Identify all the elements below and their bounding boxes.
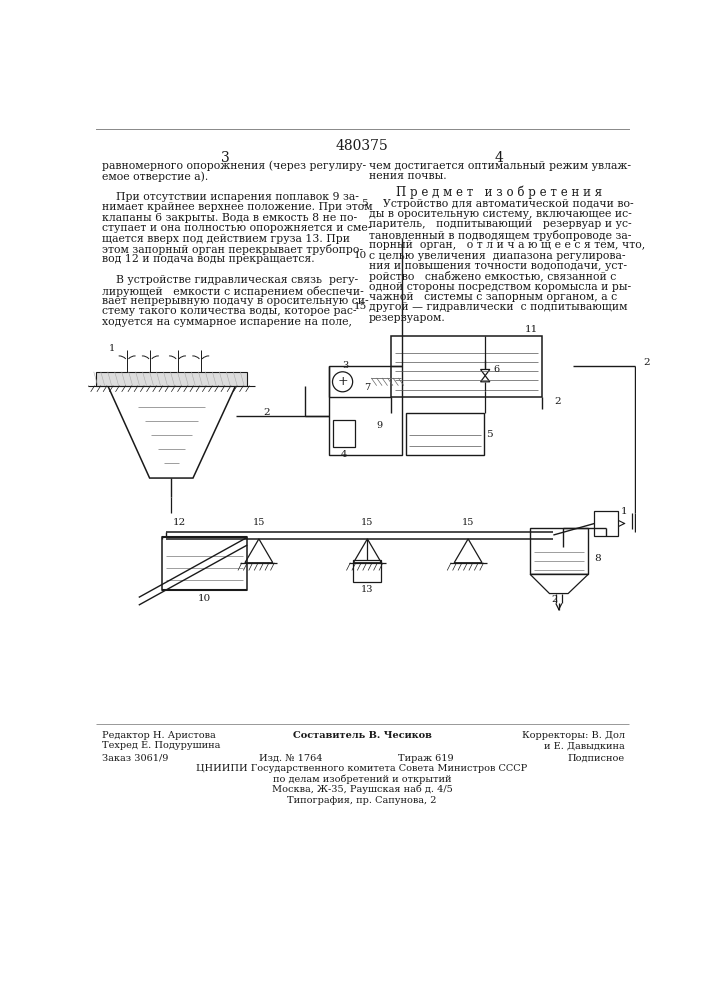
Text: Редактор Н. Аристова: Редактор Н. Аристова <box>103 731 216 740</box>
Text: вод 12 и подача воды прекращается.: вод 12 и подача воды прекращается. <box>103 254 315 264</box>
Text: емое отверстие а).: емое отверстие а). <box>103 171 209 182</box>
Text: В устройстве гидравлическая связь  регу-: В устройстве гидравлическая связь регу- <box>103 275 358 285</box>
Text: Москва, Ж-35, Раушская наб д. 4/5: Москва, Ж-35, Раушская наб д. 4/5 <box>271 785 452 794</box>
Text: 2: 2 <box>551 595 557 604</box>
Text: 12: 12 <box>173 518 187 527</box>
Text: 10: 10 <box>198 594 211 603</box>
Text: чем достигается оптимальный режим увлаж-: чем достигается оптимальный режим увлаж- <box>369 161 631 171</box>
Text: равномерного опорожнения (через регулиру-: равномерного опорожнения (через регулиру… <box>103 161 366 171</box>
Bar <box>354 560 381 582</box>
Bar <box>406 413 484 455</box>
Text: 5: 5 <box>486 430 493 439</box>
Text: Изд. № 1764: Изд. № 1764 <box>259 754 322 763</box>
Text: Типография, пр. Сапунова, 2: Типография, пр. Сапунова, 2 <box>287 796 437 805</box>
Text: ройство   снабжено емкостью, связанной с: ройство снабжено емкостью, связанной с <box>369 271 617 282</box>
Text: 5: 5 <box>361 199 368 208</box>
Text: Составитель В. Чесиков: Составитель В. Чесиков <box>293 731 431 740</box>
Text: 3: 3 <box>343 361 349 370</box>
Text: ступает и она полностью опорожняется и сме-: ступает и она полностью опорожняется и с… <box>103 223 372 233</box>
Text: 15: 15 <box>462 518 474 527</box>
Text: ды в оросительную систему, включающее ис-: ды в оросительную систему, включающее ис… <box>369 209 631 219</box>
Text: тановленный в подводящем трубопроводе за-: тановленный в подводящем трубопроводе за… <box>369 230 631 241</box>
Text: Устройство для автоматической подачи во-: Устройство для автоматической подачи во- <box>369 199 633 209</box>
Text: 2: 2 <box>643 358 650 367</box>
Text: 15: 15 <box>354 302 368 311</box>
Text: 2: 2 <box>263 408 270 417</box>
Text: 480375: 480375 <box>336 139 388 153</box>
Bar <box>333 420 355 447</box>
Text: 3: 3 <box>221 151 230 165</box>
Text: 7: 7 <box>364 383 370 392</box>
Text: 4: 4 <box>495 151 503 165</box>
Bar <box>595 511 618 536</box>
Bar <box>530 528 588 574</box>
Text: клапаны 6 закрыты. Вода в емкость 8 не по-: клапаны 6 закрыты. Вода в емкость 8 не п… <box>103 213 358 223</box>
Text: 10: 10 <box>354 251 368 260</box>
Text: При отсутствии испарения поплавок 9 за-: При отсутствии испарения поплавок 9 за- <box>103 192 359 202</box>
Text: стему такого количества воды, которое рас-: стему такого количества воды, которое ра… <box>103 306 357 316</box>
Text: нимает крайнее верхнее положение. При этом: нимает крайнее верхнее положение. При эт… <box>103 202 373 212</box>
Text: чажной   системы с запорным органом, а с: чажной системы с запорным органом, а с <box>369 292 617 302</box>
Text: вает непрерывную подачу в оросительную си-: вает непрерывную подачу в оросительную с… <box>103 296 369 306</box>
Bar <box>391 336 542 397</box>
Text: П р е д м е т   и з о б р е т е н и я: П р е д м е т и з о б р е т е н и я <box>396 185 602 199</box>
Text: 2: 2 <box>554 397 561 406</box>
Text: ния и повышения точности водоподачи, уст-: ния и повышения точности водоподачи, уст… <box>369 261 627 271</box>
Bar <box>162 537 247 590</box>
Text: +: + <box>337 375 348 388</box>
Text: 15: 15 <box>361 518 373 527</box>
Text: 11: 11 <box>525 325 538 334</box>
Text: лирующей   емкости с испарением обеспечи-: лирующей емкости с испарением обеспечи- <box>103 286 364 297</box>
Text: 6: 6 <box>493 365 499 374</box>
Text: паритель,   подпитывающий   резервуар и ус-: паритель, подпитывающий резервуар и ус- <box>369 219 631 229</box>
Text: ходуется на суммарное испарение на поле,: ходуется на суммарное испарение на поле, <box>103 317 352 327</box>
Text: щается вверх под действием груза 13. При: щается вверх под действием груза 13. При <box>103 234 351 244</box>
Bar <box>96 372 247 386</box>
Text: резервуаром.: резервуаром. <box>369 313 445 323</box>
Bar <box>329 366 402 455</box>
Text: 1: 1 <box>621 507 627 516</box>
Text: одной стороны посредством коромысла и ры-: одной стороны посредством коромысла и ры… <box>369 282 631 292</box>
Text: 9: 9 <box>376 421 382 430</box>
Text: 13: 13 <box>361 585 373 594</box>
Text: Тираж 619: Тираж 619 <box>398 754 454 763</box>
Text: Заказ 3061/9: Заказ 3061/9 <box>103 754 169 763</box>
Text: Подписное: Подписное <box>568 754 625 763</box>
Text: 15: 15 <box>252 518 265 527</box>
Text: Корректоры: В. Дол: Корректоры: В. Дол <box>522 731 625 740</box>
Text: 4: 4 <box>341 450 347 459</box>
Text: 8: 8 <box>595 554 601 563</box>
Text: с целью увеличения  диапазона регулирова-: с целью увеличения диапазона регулирова- <box>369 251 626 261</box>
Text: ЦНИИПИ Государственного комитета Совета Министров СССР: ЦНИИПИ Государственного комитета Совета … <box>197 764 527 773</box>
Text: этом запорный орган перекрывает трубопро-: этом запорный орган перекрывает трубопро… <box>103 244 363 255</box>
Text: 1: 1 <box>108 344 115 353</box>
Text: нения почвы.: нения почвы. <box>369 171 447 181</box>
Text: порный  орган,   о т л и ч а ю щ е е с я тем, что,: порный орган, о т л и ч а ю щ е е с я те… <box>369 240 645 250</box>
Text: Техред Е. Подурушина: Техред Е. Подурушина <box>103 741 221 750</box>
Text: и Е. Давыдкина: и Е. Давыдкина <box>544 741 625 750</box>
Text: по делам изобретений и открытий: по делам изобретений и открытий <box>273 774 451 784</box>
Text: другой — гидравлически  с подпитывающим: другой — гидравлически с подпитывающим <box>369 302 627 312</box>
